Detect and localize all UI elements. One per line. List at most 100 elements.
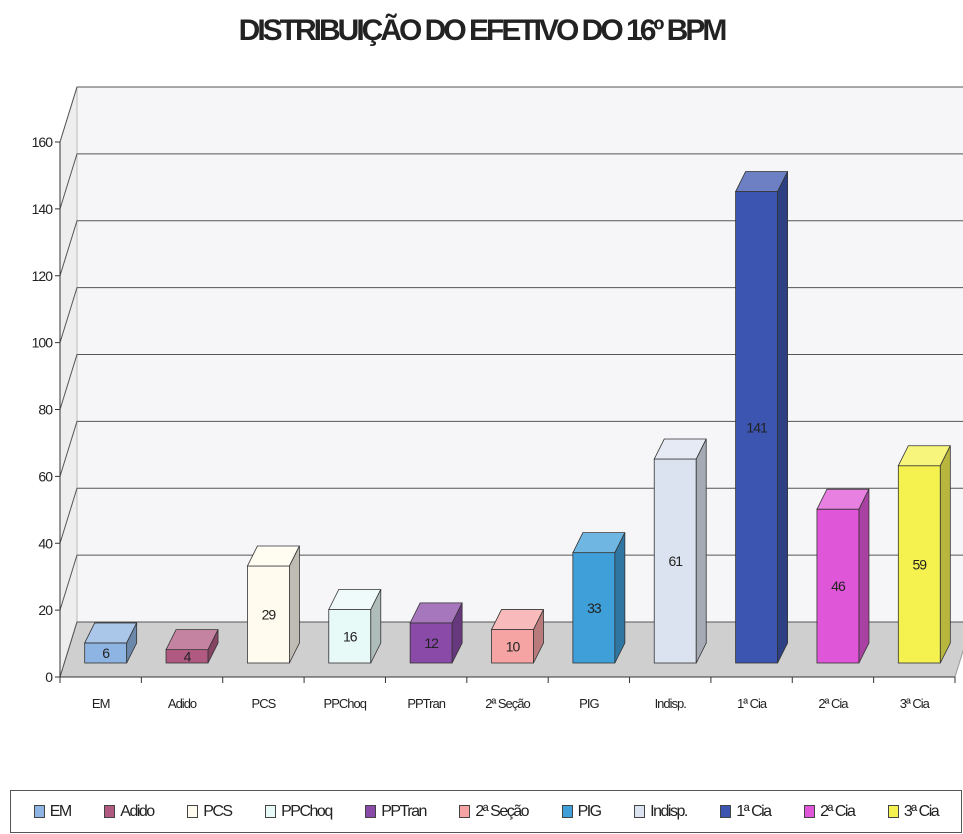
legend-item: PPChoq [265,802,333,821]
chart-plot: 0 20 40 60 80 100 120 140 160 6 4 29 16 12 10 33 61 141 4… [32,86,963,711]
bar-value-label: 141 [746,419,768,435]
legend-item: Indisp. [634,802,688,821]
y-tick-label: 120 [32,268,54,284]
x-tick-label: PPChoq [324,696,367,711]
y-tick-label: 160 [32,134,54,150]
legend-label: 2ª Cia [820,802,856,820]
bar-value-label: 29 [262,607,277,623]
gridline [59,420,963,477]
bar-value-label: 4 [184,648,192,664]
bar-front [653,458,697,664]
x-tick-label: PCS [252,696,277,711]
bar-side [777,171,788,664]
y-axis: 0 20 40 60 80 100 120 140 160 [32,134,61,685]
legend-swatch [561,805,573,818]
bar-front [491,629,534,664]
bar-7: 33 [572,532,626,664]
bar-4: 16 [328,589,382,664]
legend-label: EM [49,802,73,820]
legend-swatch [265,805,277,818]
bar-6: 10 [490,609,545,664]
bar-10: 46 [816,488,870,664]
chart-bars: 6 4 29 16 12 10 33 61 141 46 59 [84,171,951,664]
y-tick-label: 140 [32,201,54,217]
legend-item: EM [33,802,73,821]
bar-side [614,532,626,664]
bar-side [289,545,300,664]
bar-value-label: 59 [913,556,928,572]
bar-side [126,622,138,664]
legend-label: PCS [203,802,233,820]
bar-value-label: 6 [102,645,110,661]
gridline [59,287,963,343]
bar-3: 29 [246,545,301,664]
legend-item: PCS [187,802,233,821]
y-tick-label: 100 [32,335,54,351]
legend-item: 3ª Cia [887,802,940,821]
gridline [59,220,963,276]
legend-label: PPTran [381,802,427,820]
bar-value-label: 16 [343,628,358,644]
bar-11: 59 [897,445,951,664]
legend-swatch [887,805,899,818]
bar-side [939,445,951,664]
bar-front [409,622,453,664]
x-tick-label: PPTran [407,696,445,711]
legend-item: PIG [561,802,603,821]
y-tick-label: 40 [38,535,53,551]
legend-item: Adido [104,802,155,821]
bar-side [695,438,707,664]
legend-label: 2ª Seção [475,802,529,820]
bar-front [735,191,778,664]
x-tick-label: Adido [168,696,197,711]
legend-label: PIG [577,802,603,820]
gridline [59,86,963,143]
x-tick-label: Indisp. [655,696,687,711]
x-tick-label: 1ª Cia [737,696,768,711]
x-tick-label: 3ª Cia [900,696,931,711]
legend-label: PPChoq [281,802,333,820]
chart-legend: EM Adido PCS PPChoq PPTran 2ª Seção PIG Indisp.… [10,790,962,833]
y-tick-label: 0 [45,669,53,685]
x-tick-label: PIG [579,696,599,711]
x-tick-label: 2ª Seção [485,696,530,711]
legend-swatch [33,805,45,818]
bar-value-label: 10 [506,638,521,654]
chart-title: DISTRIBUIÇÃO DO EFETIVO DO 16º BPM [238,14,728,47]
bar-value-label: 12 [424,635,439,651]
bar-side [533,609,544,664]
bar-front [816,508,860,664]
legend-label: 3ª Cia [903,802,940,820]
bar-9: 141 [734,171,789,664]
bar-side [207,629,219,664]
legend-swatch [104,805,116,818]
legend-swatch [804,805,816,818]
bar-side [370,589,382,664]
gridline [59,153,963,210]
y-tick-label: 80 [38,402,53,418]
bar-front [247,565,290,664]
legend-label: Indisp. [650,802,688,820]
legend-label: 1ª Cia [736,802,772,820]
legend-label: Adido [120,802,155,820]
bar-value-label: 33 [587,600,602,616]
legend-item: 2ª Seção [459,802,530,821]
bar-value-label: 61 [668,553,683,569]
legend-swatch [634,805,646,818]
legend-swatch [187,805,199,818]
legend-swatch [459,805,471,818]
bar-side [451,602,463,664]
bar-front [897,465,941,664]
x-axis: EM Adido PCS PPChoq PPTran 2ª Seção PIG Indisp.… [59,676,956,711]
gridline [59,354,963,410]
bar-side [858,489,870,664]
bar-value-label: 46 [831,578,846,594]
legend-item: PPTran [365,802,427,821]
legend-swatch [365,805,377,818]
x-tick-label: 2ª Cia [818,696,849,711]
x-tick-label: EM [92,696,110,711]
legend-item: 1ª Cia [720,802,772,821]
bar-5: 12 [409,602,463,664]
y-tick-label: 60 [38,468,53,484]
bar-8: 61 [653,438,707,664]
